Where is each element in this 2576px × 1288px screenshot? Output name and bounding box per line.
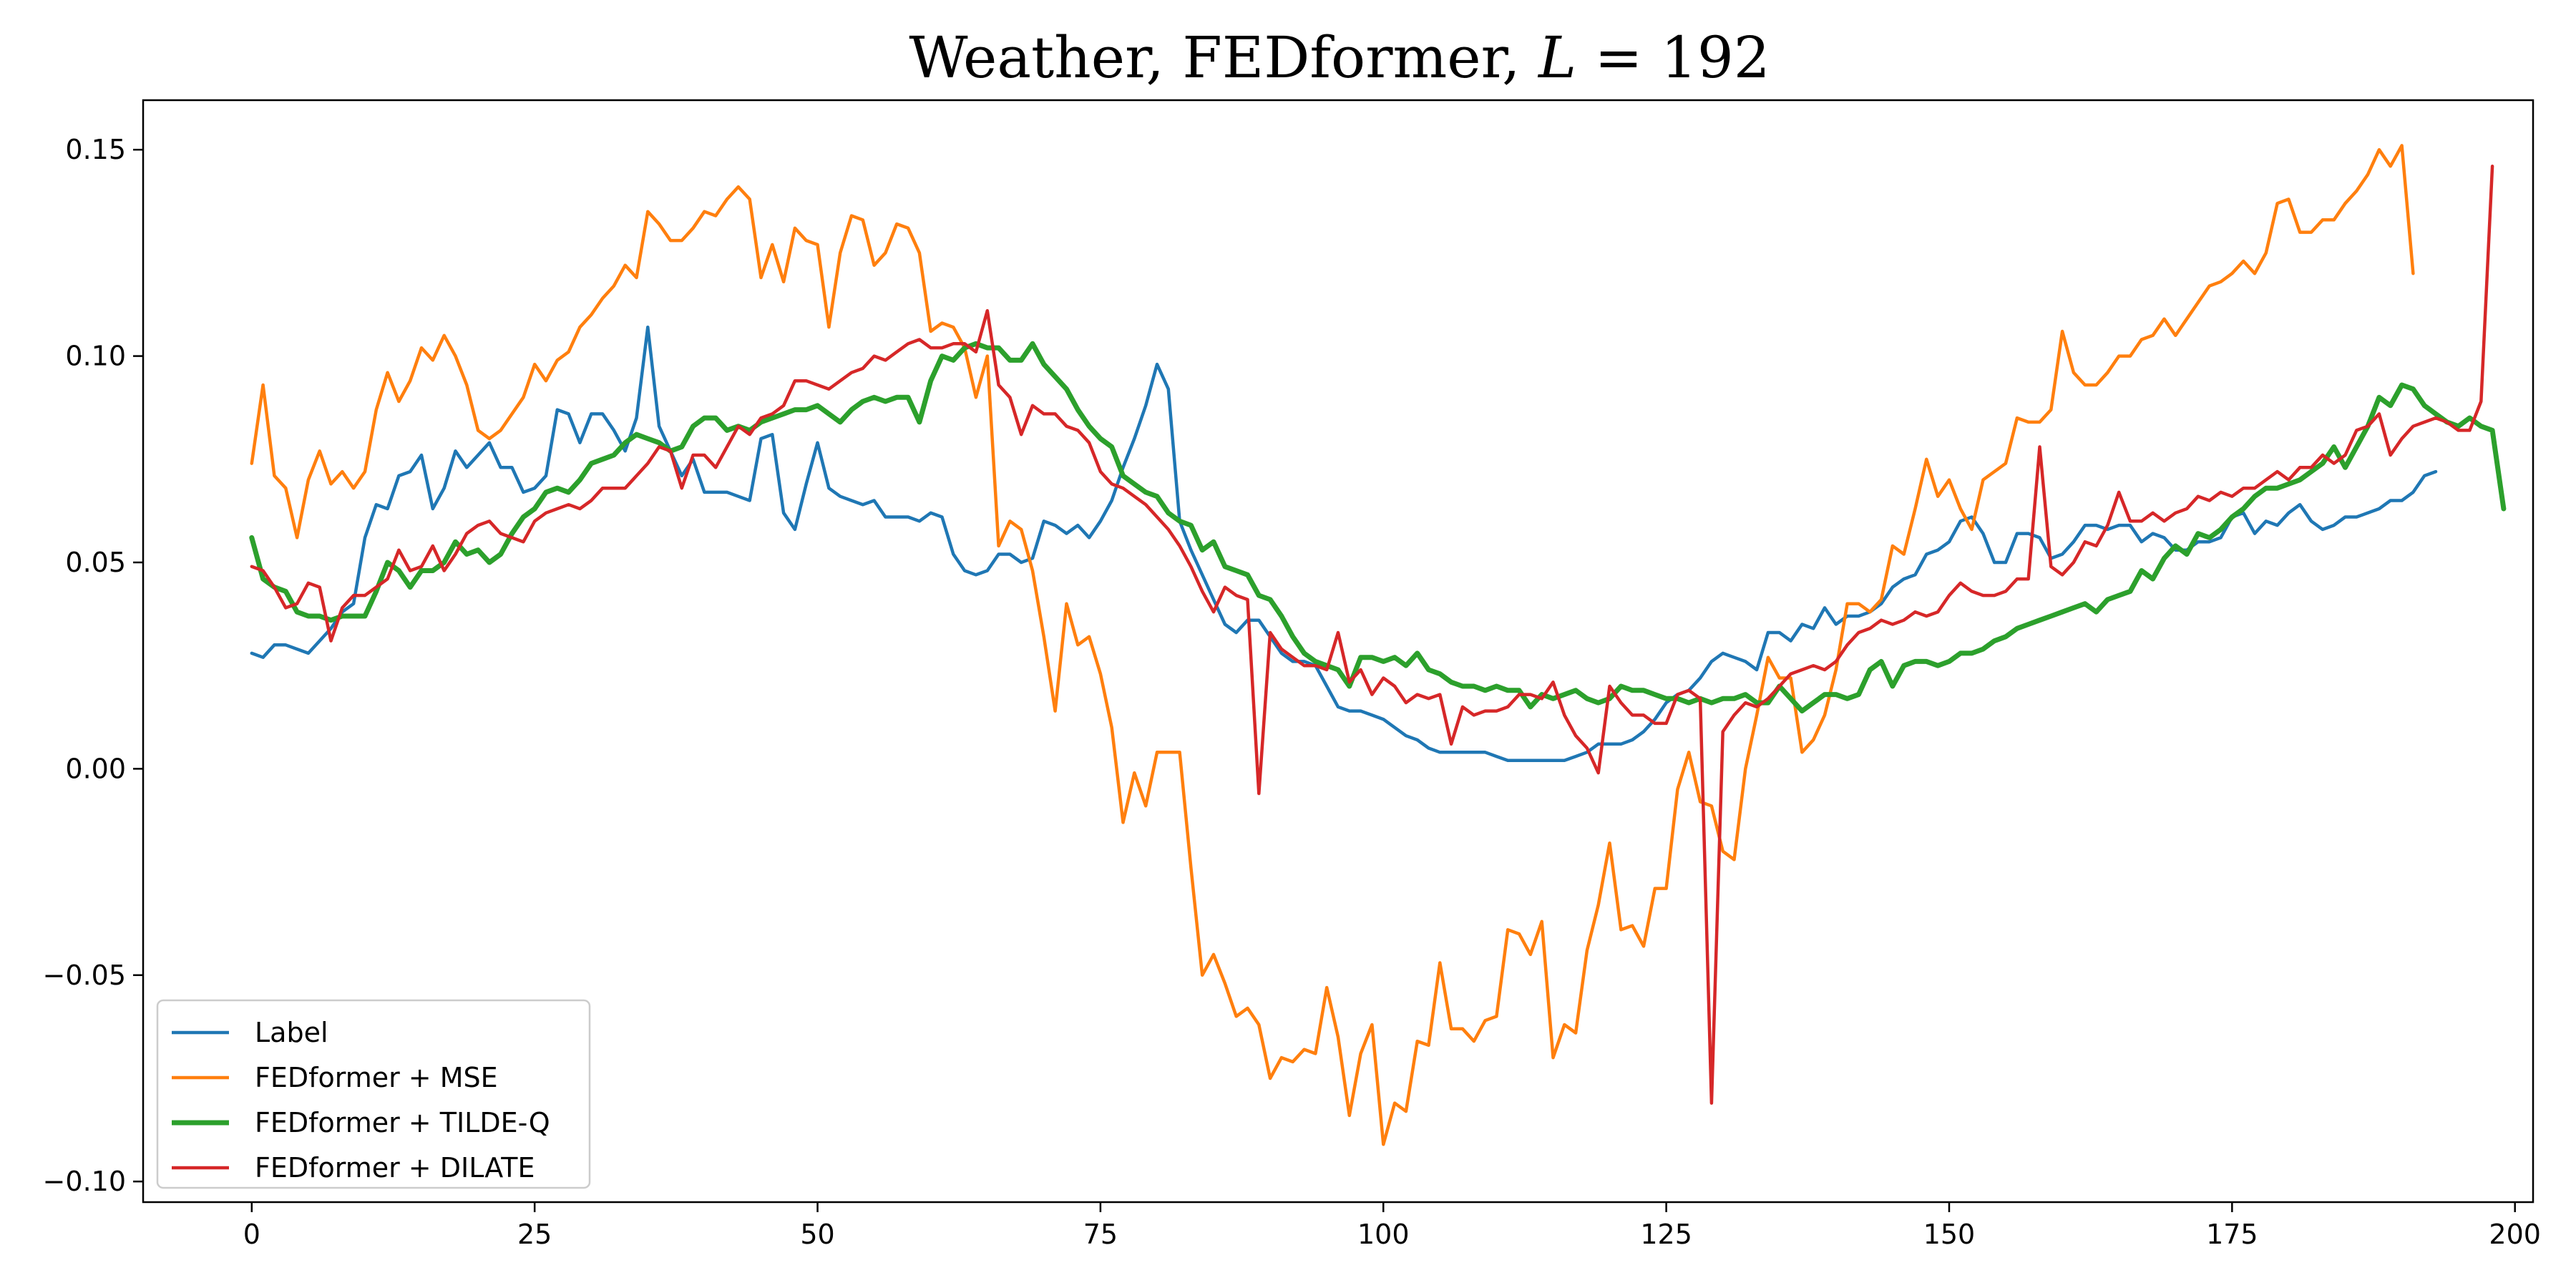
- x-tick-label: 125: [1640, 1219, 1692, 1250]
- x-tick-label: 200: [2489, 1219, 2541, 1250]
- legend-items: Label FEDformer + MSE FEDformer + TILDE-Q F…: [172, 1017, 550, 1184]
- x-axis: 0 25 50 75 100 125 150 175 200: [243, 1202, 2541, 1250]
- y-axis: 0.15 0.10 0.05 0.00 −0.05 −0.10: [43, 134, 143, 1197]
- y-tick-label: 0.05: [65, 547, 126, 578]
- chart-title-main: Weather, FEDformer,: [909, 24, 1538, 91]
- plot-frame: [142, 99, 2534, 1204]
- legend-label: Label: [255, 1017, 328, 1048]
- chart-title-variable: L: [1537, 24, 1576, 91]
- legend-label: FEDformer + DILATE: [255, 1152, 535, 1184]
- x-tick-label: 50: [800, 1219, 834, 1250]
- legend-label: FEDformer + TILDE-Q: [255, 1107, 550, 1138]
- x-tick-label: 150: [1923, 1219, 1976, 1250]
- x-tick-label: 75: [1083, 1219, 1118, 1250]
- series-line-1: [250, 325, 2438, 763]
- chart-title-value: = 192: [1576, 24, 1770, 91]
- series-line-2: [250, 144, 2415, 1146]
- y-tick-label: −0.10: [43, 1166, 126, 1197]
- legend-label: FEDformer + MSE: [255, 1062, 498, 1093]
- x-tick-label: 0: [243, 1219, 260, 1250]
- series-line-3: [249, 341, 2507, 714]
- chart-title: Weather, FEDformer, L = 192: [909, 24, 1770, 91]
- y-tick-label: 0.00: [65, 753, 126, 784]
- legend: Label FEDformer + MSE FEDformer + TILDE-Q F…: [156, 999, 591, 1189]
- y-tick-label: 0.15: [65, 134, 126, 165]
- series-line-4: [250, 165, 2494, 1105]
- series-layer: [249, 144, 2507, 1146]
- x-tick-label: 100: [1357, 1219, 1410, 1250]
- y-tick-label: 0.10: [65, 341, 126, 372]
- y-tick-label: −0.05: [43, 960, 126, 991]
- legend-box: [156, 999, 591, 1189]
- x-tick-label: 175: [2206, 1219, 2258, 1250]
- x-tick-label: 25: [517, 1219, 552, 1250]
